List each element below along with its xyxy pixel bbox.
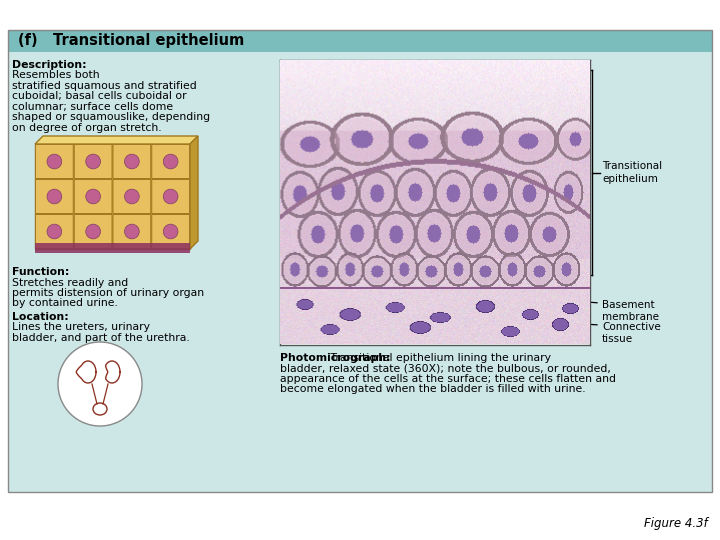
Text: (f)   Transitional epithelium: (f) Transitional epithelium <box>18 33 244 49</box>
Text: Location:: Location: <box>12 312 68 322</box>
FancyBboxPatch shape <box>35 214 73 248</box>
Circle shape <box>58 342 142 426</box>
Text: cuboidal; basal cells cuboidal or: cuboidal; basal cells cuboidal or <box>12 91 186 102</box>
Bar <box>35 243 190 253</box>
Bar <box>35 144 190 249</box>
FancyBboxPatch shape <box>113 179 150 213</box>
FancyBboxPatch shape <box>74 179 112 213</box>
Ellipse shape <box>163 224 178 239</box>
Polygon shape <box>35 136 198 144</box>
Text: by contained urine.: by contained urine. <box>12 299 118 308</box>
FancyBboxPatch shape <box>74 145 112 179</box>
Polygon shape <box>190 136 198 249</box>
Ellipse shape <box>163 154 178 169</box>
Text: Photomicrograph:: Photomicrograph: <box>280 353 391 363</box>
Text: Transitional epithelium lining the urinary: Transitional epithelium lining the urina… <box>327 353 551 363</box>
FancyBboxPatch shape <box>113 145 150 179</box>
Bar <box>275 52 712 492</box>
Ellipse shape <box>47 189 62 204</box>
Text: Stretches readily and: Stretches readily and <box>12 278 128 287</box>
FancyBboxPatch shape <box>35 145 73 179</box>
Text: Basement
membrane: Basement membrane <box>602 300 659 322</box>
Text: on degree of organ stretch.: on degree of organ stretch. <box>12 123 161 133</box>
Text: Lines the ureters, urinary: Lines the ureters, urinary <box>12 322 150 333</box>
FancyBboxPatch shape <box>152 179 189 213</box>
Text: Connective
tissue: Connective tissue <box>602 322 661 345</box>
FancyBboxPatch shape <box>35 179 73 213</box>
Ellipse shape <box>163 189 178 204</box>
Ellipse shape <box>125 224 139 239</box>
FancyBboxPatch shape <box>152 214 189 248</box>
Bar <box>8 52 712 492</box>
Ellipse shape <box>47 154 62 169</box>
Bar <box>8 52 273 492</box>
Text: Resembles both: Resembles both <box>12 71 99 80</box>
Text: appearance of the cells at the surface; these cells flatten and: appearance of the cells at the surface; … <box>280 374 616 384</box>
Ellipse shape <box>86 154 101 169</box>
Ellipse shape <box>125 189 139 204</box>
Ellipse shape <box>47 224 62 239</box>
Text: Description:: Description: <box>12 60 86 70</box>
Text: shaped or squamouslike, depending: shaped or squamouslike, depending <box>12 112 210 123</box>
FancyBboxPatch shape <box>152 145 189 179</box>
Bar <box>8 30 712 52</box>
FancyBboxPatch shape <box>74 214 112 248</box>
Ellipse shape <box>125 154 139 169</box>
Text: Function:: Function: <box>12 267 69 277</box>
Text: Figure 4.3f: Figure 4.3f <box>644 517 708 530</box>
Text: bladder, relaxed state (360X); note the bulbous, or rounded,: bladder, relaxed state (360X); note the … <box>280 363 611 374</box>
Text: become elongated when the bladder is filled with urine.: become elongated when the bladder is fil… <box>280 384 585 395</box>
Text: bladder, and part of the urethra.: bladder, and part of the urethra. <box>12 333 190 343</box>
Text: permits distension of urinary organ: permits distension of urinary organ <box>12 288 204 298</box>
Text: columnar; surface cells dome: columnar; surface cells dome <box>12 102 173 112</box>
Text: stratified squamous and stratified: stratified squamous and stratified <box>12 81 197 91</box>
Bar <box>0 0 720 30</box>
Text: Transitional
epithelium: Transitional epithelium <box>602 161 662 184</box>
Bar <box>8 30 712 492</box>
Ellipse shape <box>86 189 101 204</box>
Ellipse shape <box>86 224 101 239</box>
FancyBboxPatch shape <box>113 214 150 248</box>
